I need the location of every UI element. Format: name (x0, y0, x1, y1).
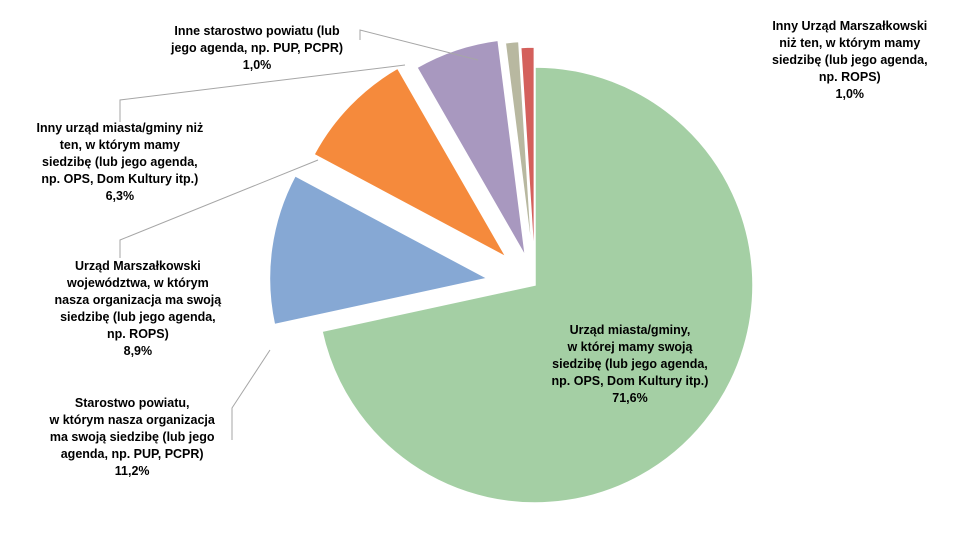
slice-label-text: np. OPS, Dom Kultury itp.) (41, 172, 199, 186)
slice-label-text: województwa, w którym (67, 276, 209, 290)
slice-value-label: 1,0% (835, 87, 865, 101)
slice-label-text: np. ROPS) (106, 327, 169, 341)
slice-label-text: w której mamy swoją (567, 340, 693, 354)
slice-label-text: Inne starostwo powiatu (lub (174, 24, 340, 38)
slice-label-text: Urząd miasta/gminy, (569, 323, 691, 337)
slice-value-label: 11,2% (114, 464, 150, 478)
pie-slice-5 (504, 40, 534, 260)
pie-slice-6 (519, 46, 536, 266)
slice-label-text: siedzibę (lub jego agenda, (772, 53, 928, 67)
slice-value-label: 6,3% (105, 189, 135, 203)
slice-label-text: jego agenda, np. PUP, PCPR) (171, 41, 344, 55)
slice-label-text: Inny urząd miasta/gminy niż (36, 121, 204, 135)
slice-label-text: siedzibę (lub jego agenda, (60, 310, 216, 324)
slice-value-label: 71,6% (612, 391, 648, 405)
slice-label-1: Urząd miasta/gminy, w której mamy swoją si… (552, 322, 709, 407)
slice-label-text: Urząd Marszałkowski (75, 259, 201, 273)
pie-slice-3 (312, 67, 509, 260)
slice-value-label: 8,9% (123, 344, 153, 358)
slice-label-6: Inny Urząd Marszałkowski niż ten, w który… (772, 18, 928, 103)
pie-slice-2 (268, 174, 490, 326)
slice-label-text: w którym nasza organizacja (49, 413, 215, 427)
slice-label-text: nasza organizacja ma swoją (54, 293, 222, 307)
slice-label-text: niż ten, w którym mamy (779, 36, 921, 50)
slice-label-text: Starostwo powiatu, (74, 396, 190, 410)
slice-label-2: Starostwo powiatu, w którym nasza organiz… (50, 395, 215, 480)
slice-label-text: ten, w którym mamy (59, 138, 180, 152)
slice-label-5: Inne starostwo powiatu (lub jego agenda, … (171, 23, 343, 74)
slice-label-3: Urząd Marszałkowski województwa, w którym… (55, 258, 222, 360)
slice-label-text: siedzibę (lub jego agenda, (42, 155, 198, 169)
leader-line-4 (119, 64, 406, 122)
slice-label-text: np. OPS, Dom Kultury itp.) (551, 374, 709, 388)
slice-label-text: siedzibę (lub jego agenda, (552, 357, 708, 371)
slice-label-text: np. ROPS) (818, 70, 881, 84)
slice-label-text: agenda, np. PUP, PCPR) (60, 447, 204, 461)
pie-slice-4 (415, 39, 527, 257)
leader-line-5 (359, 29, 479, 61)
pie-slice-1 (321, 66, 754, 504)
slice-label-4: Inny urząd miasta/gminy niż ten, w którym… (37, 120, 204, 205)
leader-line-3 (119, 159, 319, 258)
slice-value-label: 1,0% (242, 58, 272, 72)
slice-label-text: ma swoją siedzibę (lub jego (49, 430, 215, 444)
leader-line-2 (231, 349, 271, 440)
slice-label-text: Inny Urząd Marszałkowski (772, 19, 928, 33)
